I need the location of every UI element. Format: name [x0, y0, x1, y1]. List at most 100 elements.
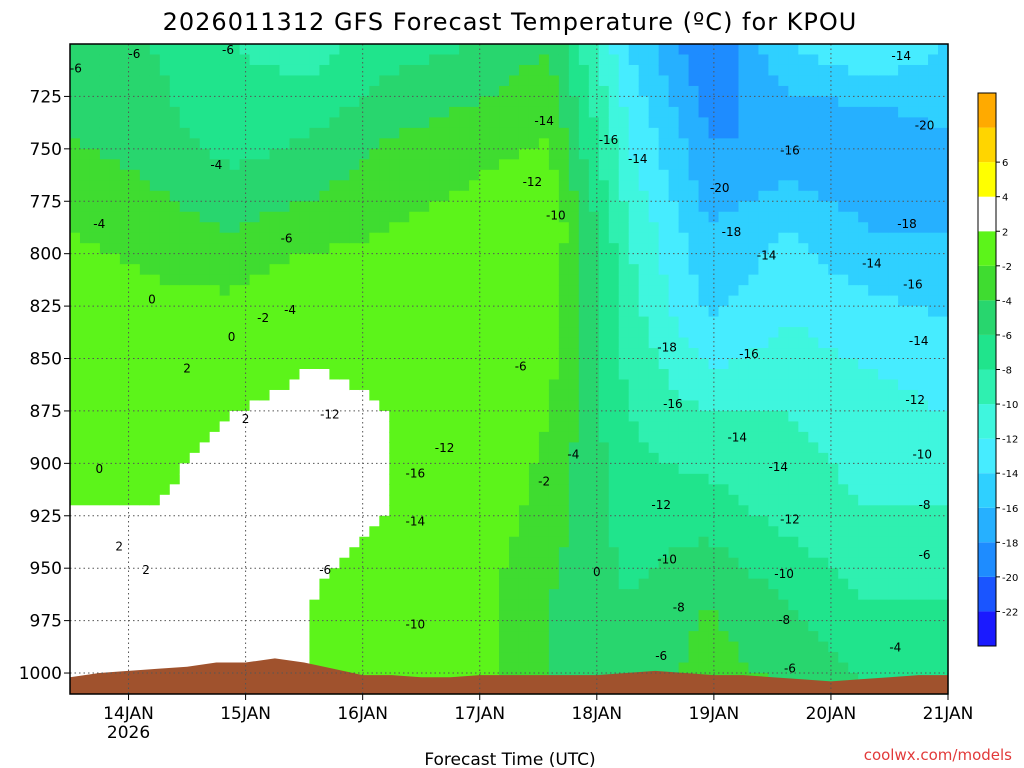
temperature-cell — [718, 484, 730, 496]
temperature-cell — [598, 64, 610, 77]
temperature-cell — [419, 64, 430, 77]
temperature-cell — [608, 379, 620, 391]
temperature-cell — [199, 285, 211, 297]
temperature-cell — [239, 515, 251, 527]
temperature-cell — [149, 106, 161, 118]
temperature-cell — [289, 557, 301, 569]
temperature-cell — [399, 652, 410, 664]
temperature-cell — [668, 452, 680, 464]
temperature-cell — [269, 547, 281, 559]
temperature-cell — [678, 169, 690, 181]
temperature-cell — [548, 44, 560, 56]
temperature-cell — [708, 222, 720, 234]
temperature-cell — [578, 620, 590, 632]
temperature-cell — [838, 442, 849, 454]
temperature-cell — [828, 547, 839, 559]
temperature-cell — [219, 327, 231, 339]
temperature-cell — [698, 369, 710, 381]
temperature-cell — [429, 169, 440, 181]
temperature-cell — [249, 264, 261, 276]
temperature-cell — [568, 222, 580, 234]
temperature-cell — [828, 389, 839, 402]
temperature-cell — [89, 484, 101, 496]
temperature-cell — [808, 526, 819, 538]
temperature-cell — [389, 463, 400, 475]
temperature-cell — [509, 106, 520, 118]
temperature-cell — [608, 85, 620, 98]
temperature-cell — [279, 96, 291, 108]
temperature-cell — [379, 452, 390, 464]
temperature-cell — [209, 547, 221, 559]
temperature-cell — [149, 190, 161, 202]
temperature-cell — [798, 473, 809, 485]
temperature-cell — [419, 494, 430, 506]
temperature-cell — [259, 44, 271, 56]
temperature-cell — [698, 631, 710, 643]
temperature-cell — [199, 484, 211, 496]
temperature-cell — [139, 127, 151, 139]
temperature-cell — [119, 505, 131, 517]
temperature-cell — [668, 431, 680, 443]
temperature-cell — [379, 379, 390, 391]
temperature-cell — [459, 431, 470, 443]
temperature-cell — [578, 295, 590, 307]
temperature-cell — [339, 44, 350, 56]
temperature-cell — [528, 400, 540, 412]
temperature-cell — [638, 85, 650, 98]
temperature-cell — [139, 274, 151, 286]
temperature-cell — [99, 526, 111, 538]
temperature-cell — [189, 379, 201, 391]
temperature-cell — [199, 211, 211, 223]
temperature-cell — [818, 201, 829, 213]
temperature-cell — [219, 494, 231, 506]
temperature-cell — [728, 557, 740, 569]
temperature-cell — [139, 484, 151, 496]
temperature-cell — [179, 54, 191, 66]
temperature-cell — [788, 494, 799, 506]
temperature-cell — [548, 421, 560, 433]
temperature-cell — [868, 253, 879, 265]
temperature-cell — [658, 306, 670, 318]
temperature-cell — [169, 190, 181, 202]
temperature-cell — [648, 44, 660, 56]
temperature-cell — [79, 547, 91, 559]
temperature-cell — [638, 180, 650, 192]
temperature-cell — [209, 337, 221, 349]
temperature-cell — [588, 494, 600, 506]
temperature-cell — [778, 75, 789, 87]
temperature-cell — [678, 620, 690, 632]
temperature-cell — [808, 54, 819, 66]
temperature-cell — [618, 190, 630, 202]
temperature-cell — [698, 211, 710, 223]
temperature-cell — [568, 232, 580, 244]
temperature-cell — [399, 410, 410, 423]
temperature-cell — [758, 641, 770, 653]
temperature-cell — [538, 190, 550, 202]
temperature-cell — [449, 473, 460, 485]
temperature-cell — [608, 494, 620, 506]
temperature-cell — [558, 463, 570, 475]
temperature-cell — [548, 295, 560, 307]
temperature-cell — [748, 400, 760, 412]
temperature-cell — [738, 389, 750, 402]
temperature-cell — [578, 463, 590, 475]
temperature-cell — [648, 285, 660, 297]
temperature-cell — [169, 327, 181, 339]
temperature-cell — [628, 243, 640, 255]
temperature-cell — [858, 190, 869, 202]
temperature-cell — [648, 348, 660, 360]
temperature-cell — [628, 505, 640, 517]
temperature-cell — [179, 127, 191, 139]
temperature-cell — [738, 442, 750, 454]
temperature-cell — [818, 379, 829, 391]
temperature-cell — [469, 463, 480, 475]
temperature-cell — [818, 253, 829, 265]
temperature-cell — [339, 169, 350, 181]
temperature-cell — [409, 421, 420, 433]
temperature-cell — [558, 306, 570, 318]
temperature-cell — [459, 421, 470, 433]
temperature-cell — [538, 348, 550, 360]
temperature-cell — [219, 568, 231, 580]
temperature-cell — [538, 421, 550, 433]
temperature-cell — [149, 536, 161, 548]
